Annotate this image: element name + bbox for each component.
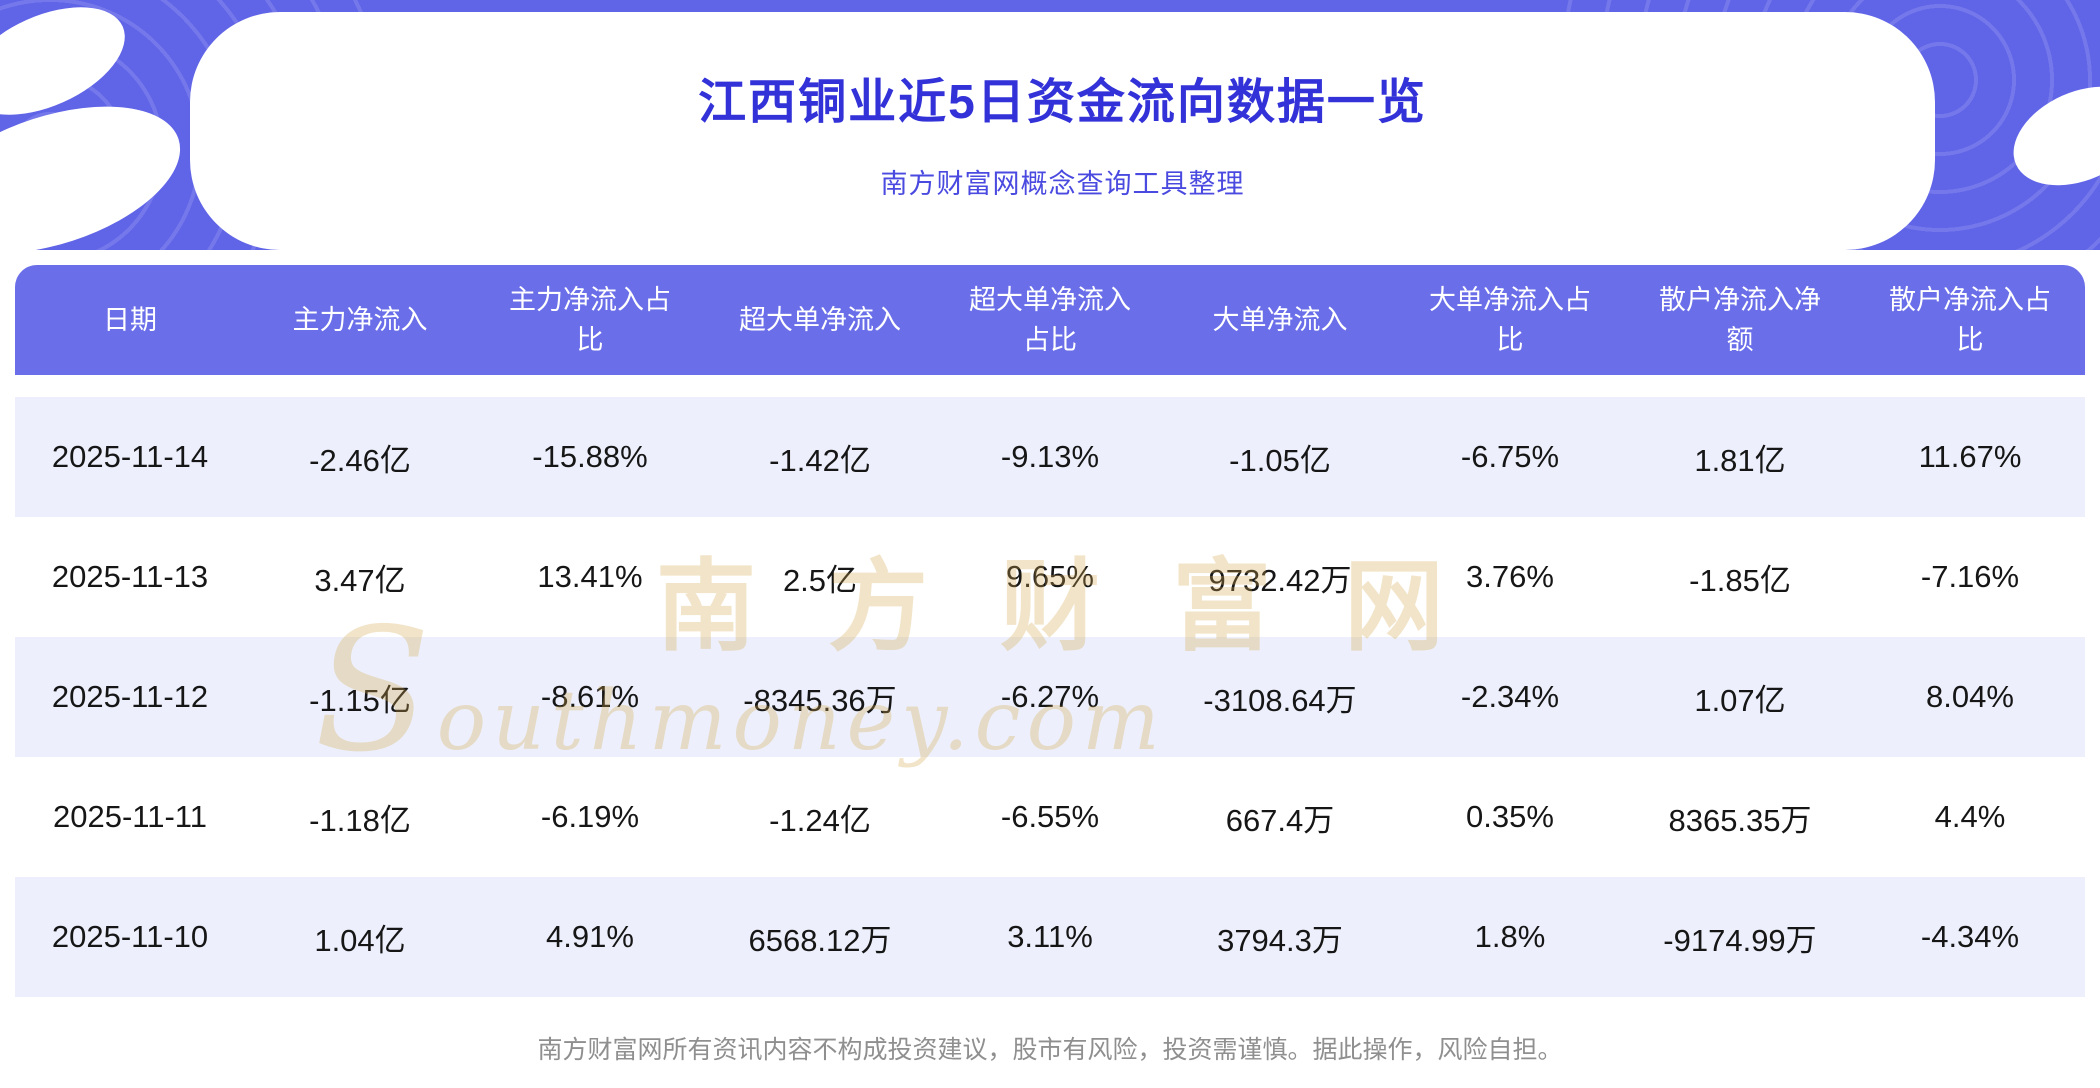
- table-cell: -9174.99万: [1663, 922, 1817, 958]
- column-header: 主力净流入: [292, 304, 428, 335]
- table-cell: 4.4%: [1934, 799, 2006, 834]
- table-body: 2025-11-14 -2.46亿 -15.88% -1.42亿 -9.13% -1.05…: [15, 397, 2085, 997]
- table-cell: 1.04亿: [314, 922, 406, 958]
- table-cell: 3.76%: [1466, 559, 1554, 594]
- table-cell: -2.46亿: [309, 442, 411, 478]
- table-row: 2025-11-10 1.04亿 4.91% 6568.12万 3.11% 3794.3万…: [15, 877, 2085, 997]
- column-header: 主力净流入占比: [509, 284, 671, 356]
- table-cell: 4.91%: [546, 919, 634, 954]
- table-cell: 11.67%: [1918, 439, 2022, 474]
- table-cell: 667.4万: [1225, 802, 1335, 838]
- fund-flow-table: 日期 主力净流入 主力净流入占比 超大单净流入 超大单净流入占比 大单净流入 大单净流入占比…: [15, 265, 2085, 997]
- table-row: 2025-11-13 3.47亿 13.41% 2.5亿 9.65% 9732.42万 3.…: [15, 517, 2085, 637]
- table-cell: 3.47亿: [314, 562, 406, 598]
- table-cell: -6.27%: [1000, 679, 1100, 714]
- table-cell: -1.85亿: [1689, 562, 1791, 598]
- table-cell: -7.16%: [1920, 559, 2020, 594]
- table-cell: 13.41%: [537, 559, 643, 594]
- table-cell: -2.34%: [1460, 679, 1560, 714]
- top-banner: 江西铜业近5日资金流向数据一览 南方财富网概念查询工具整理: [0, 0, 2100, 250]
- column-header: 超大单净流入: [739, 304, 901, 335]
- table-cell: 1.8%: [1474, 919, 1546, 954]
- table-header-row: 日期 主力净流入 主力净流入占比 超大单净流入 超大单净流入占比 大单净流入 大单净流入占比…: [15, 265, 2085, 375]
- table-cell: -6.19%: [540, 799, 640, 834]
- column-header: 大单净流入: [1212, 304, 1348, 335]
- table-cell: 2025-11-11: [53, 799, 207, 834]
- footer-disclaimer: 南方财富网所有资讯内容不构成投资建议，股市有风险，投资需谨慎。据此操作，风险自担…: [537, 1036, 1563, 1064]
- table-row: 2025-11-11 -1.18亿 -6.19% -1.24亿 -6.55% 667.4万…: [15, 757, 2085, 877]
- table-cell: -9.13%: [1000, 439, 1100, 474]
- table-cell: -1.05亿: [1229, 442, 1331, 478]
- table-cell: -1.24亿: [769, 802, 871, 838]
- table-row: 2025-11-14 -2.46亿 -15.88% -1.42亿 -9.13% -1.05…: [15, 397, 2085, 517]
- table-cell: 9732.42万: [1208, 562, 1352, 598]
- table-cell: 2025-11-14: [51, 439, 209, 474]
- table-cell: 9.65%: [1006, 559, 1094, 594]
- table-cell: -1.42亿: [769, 442, 871, 478]
- table-cell: 6568.12万: [748, 922, 892, 958]
- table-cell: 2025-11-12: [51, 679, 209, 714]
- table-cell: -15.88%: [532, 439, 648, 474]
- table-cell: 3794.3万: [1217, 922, 1343, 958]
- table-cell: 0.35%: [1466, 799, 1554, 834]
- table-cell: -6.75%: [1460, 439, 1560, 474]
- table-cell: 2025-11-10: [51, 919, 209, 954]
- table-cell: 8.04%: [1926, 679, 2014, 714]
- title-card: 江西铜业近5日资金流向数据一览 南方财富网概念查询工具整理: [190, 12, 1935, 250]
- column-header: 日期: [103, 304, 157, 335]
- table-cell: -4.34%: [1920, 919, 2020, 954]
- column-header: 大单净流入占比: [1429, 284, 1591, 356]
- table-cell: -3108.64万: [1203, 682, 1357, 718]
- column-header: 散户净流入占比: [1889, 284, 2051, 356]
- table-cell: -1.18亿: [309, 802, 411, 838]
- table-cell: -8345.36万: [743, 682, 897, 718]
- table-cell: 2025-11-13: [51, 559, 209, 594]
- table-cell: -1.15亿: [309, 682, 411, 718]
- page-subtitle: 南方财富网概念查询工具整理: [880, 168, 1245, 199]
- column-header: 散户净流入净额: [1659, 284, 1821, 356]
- table-row: 2025-11-12 -1.15亿 -8.61% -8345.36万 -6.27% -31…: [15, 637, 2085, 757]
- table-cell: -8.61%: [540, 679, 640, 714]
- table-cell: 1.81亿: [1694, 442, 1786, 478]
- table-cell: 2.5亿: [782, 562, 858, 598]
- page-title: 江西铜业近5日资金流向数据一览: [698, 75, 1427, 129]
- table-cell: -6.55%: [1000, 799, 1100, 834]
- table-cell: 3.11%: [1007, 919, 1093, 954]
- column-header: 超大单净流入占比: [969, 284, 1131, 356]
- table-cell: 8365.35万: [1668, 802, 1812, 838]
- table-cell: 1.07亿: [1694, 682, 1786, 718]
